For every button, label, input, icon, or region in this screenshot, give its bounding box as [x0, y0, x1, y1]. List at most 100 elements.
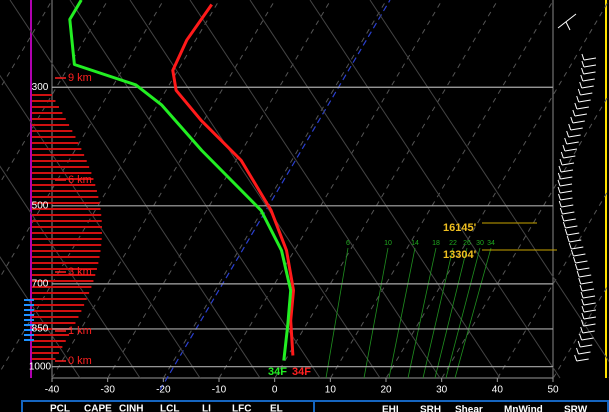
wind-barb-flag: [559, 207, 563, 215]
mixing-ratio-label: 34: [487, 240, 495, 247]
wind-barb-flag: [558, 200, 562, 208]
isotherm: [441, 93, 609, 379]
wind-barb: [574, 113, 587, 117]
table-header: SRW: [564, 405, 588, 412]
table-header: SRH: [420, 405, 441, 412]
wind-barb-flag: [570, 249, 574, 257]
wind-barb: [561, 162, 575, 166]
wind-barb-flag: [581, 319, 584, 327]
mixing-ratio-line: [407, 247, 437, 379]
isotherm: [274, 0, 499, 379]
wind-barb-flag: [581, 305, 585, 313]
wind-barb-flag: [581, 60, 585, 68]
y-tick-label: 500: [32, 200, 49, 211]
table-header: EHI: [382, 405, 399, 412]
table-header: PCL: [50, 404, 70, 412]
wind-barb-flag: [562, 221, 566, 229]
mixing-ratio-line: [454, 247, 492, 379]
mixing-ratio-line: [422, 247, 454, 379]
wind-barb-flag: [557, 172, 561, 180]
wind-barb-flag: [579, 284, 583, 292]
surface-dewpoint-label: 34F: [268, 366, 287, 378]
wind-barb-flag: [562, 144, 566, 152]
wind-barb: [566, 141, 579, 145]
wind-barb-flag: [580, 326, 584, 334]
wind-barb-flag: [578, 277, 582, 285]
surface-temperature-label: 34F: [292, 366, 311, 378]
wind-barb: [575, 260, 588, 264]
level-annotation: 13304': [443, 249, 477, 261]
table-header: EL: [270, 404, 283, 412]
wind-barb-flag: [557, 186, 561, 194]
wind-barb: [569, 239, 582, 243]
height-label: 3 km: [68, 266, 92, 278]
mixing-ratio-label: 30: [476, 240, 484, 247]
wind-barb: [561, 204, 574, 208]
mixing-ratio-label: 14: [411, 240, 419, 247]
dry-adiabat: [0, 165, 141, 379]
table-header: Shear: [455, 405, 483, 412]
wind-barb-flag: [559, 158, 563, 166]
dewpoint-profile: [68, 0, 293, 361]
isotherm: [497, 188, 609, 379]
wind-barb: [582, 78, 595, 82]
wind-barb-flag: [579, 333, 583, 341]
height-label: 1 km: [68, 325, 92, 337]
wind-barb-flag: [576, 95, 580, 103]
wind-barb: [571, 246, 584, 250]
mixing-ratio-line: [445, 247, 481, 379]
wind-barb-flag: [577, 88, 581, 96]
wind-barb: [583, 64, 597, 68]
wind-barb: [576, 106, 589, 110]
wind-barb: [565, 225, 578, 229]
wind-barb-flag: [580, 291, 584, 299]
isotherm: [330, 0, 554, 379]
wind-barb-flag: [570, 116, 574, 124]
wind-barb: [583, 302, 596, 306]
wind-barb: [580, 281, 593, 285]
mixing-ratio-label: 22: [449, 240, 457, 247]
wind-barb: [583, 323, 596, 327]
wind-barb-flag: [558, 193, 561, 201]
wind-barb: [581, 288, 595, 292]
x-tick-label: -10: [212, 385, 227, 396]
wind-barb: [577, 267, 590, 271]
wind-barb: [581, 85, 594, 89]
wind-barb: [582, 295, 596, 299]
dry-adiabat: [129, 0, 381, 379]
wind-barb: [576, 358, 589, 362]
wind-barb: [562, 211, 575, 215]
wind-barb: [579, 274, 592, 278]
dry-adiabat: [309, 0, 561, 379]
wind-barb: [567, 232, 580, 236]
x-tick-label: -30: [100, 385, 115, 396]
wind-barb: [573, 253, 586, 257]
wind-barb-flag: [572, 256, 576, 264]
dry-adiabat: [369, 0, 609, 363]
wind-barb: [560, 176, 573, 180]
wind-barb-flag: [576, 347, 579, 355]
isotherm: [51, 0, 276, 379]
wind-barb-flag: [574, 354, 578, 362]
wind-barb: [581, 337, 594, 341]
temperature-profile: [171, 3, 295, 356]
mixing-ratio-label: 18: [432, 240, 440, 247]
dry-adiabat: [9, 0, 261, 379]
wind-barb: [559, 183, 573, 187]
wind-barb-flag: [574, 102, 578, 110]
mixing-ratio-line: [434, 247, 468, 379]
x-tick-label: 0: [272, 385, 278, 396]
decorations: [0, 0, 609, 391]
y-tick-label: 850: [32, 324, 49, 335]
dry-adiabat: [0, 256, 81, 379]
height-label: 6 km: [68, 174, 92, 186]
isotherm: [107, 0, 332, 379]
wind-barb: [570, 127, 583, 131]
wind-barb-flag: [579, 81, 583, 89]
wind-barb-flag: [577, 340, 581, 348]
table-header: MnWind: [504, 405, 543, 412]
wind-barb: [582, 330, 595, 334]
y-tick-label: 300: [32, 82, 49, 93]
isotherm: [162, 0, 387, 379]
wind-barb: [583, 57, 597, 61]
